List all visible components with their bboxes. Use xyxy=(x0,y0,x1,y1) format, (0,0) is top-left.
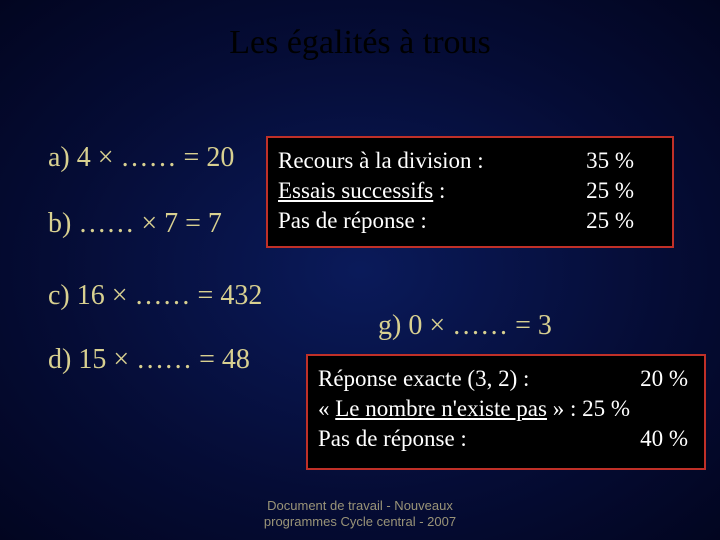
box2-row1-label: Réponse exacte (3, 2) : xyxy=(318,366,529,392)
equation-d: d) 15 × …… = 48 xyxy=(48,344,250,376)
equation-g: g) 0 × …… = 3 xyxy=(378,310,552,342)
box2-row3-label: Pas de réponse : xyxy=(318,426,467,452)
box2-row1-value: 20 % xyxy=(640,366,694,392)
box1-row2-label: Essais successifs : xyxy=(278,178,445,204)
stats-box-2: Réponse exacte (3, 2) : 20 % « Le nombre… xyxy=(306,354,706,470)
equation-a: a) 4 × …… = 20 xyxy=(48,142,234,174)
equation-c: c) 16 × …… = 432 xyxy=(48,280,262,312)
box1-row3-label: Pas de réponse : xyxy=(278,208,427,234)
box2-row2-text: « Le nombre n'existe pas » : 25 % xyxy=(318,396,630,422)
box1-row1-label: Recours à la division : xyxy=(278,148,484,174)
box1-row3-value: 25 % xyxy=(586,208,662,234)
footer-text: Document de travail - Nouveaux programme… xyxy=(0,498,720,531)
stats-box-1: Recours à la division : 35 % Essais succ… xyxy=(266,136,674,248)
box1-row1-value: 35 % xyxy=(586,148,662,174)
box2-row3-value: 40 % xyxy=(640,426,694,452)
box1-row2-value: 25 % xyxy=(586,178,662,204)
equation-b: b) …… × 7 = 7 xyxy=(48,208,222,240)
page-title: Les égalités à trous xyxy=(0,24,720,62)
